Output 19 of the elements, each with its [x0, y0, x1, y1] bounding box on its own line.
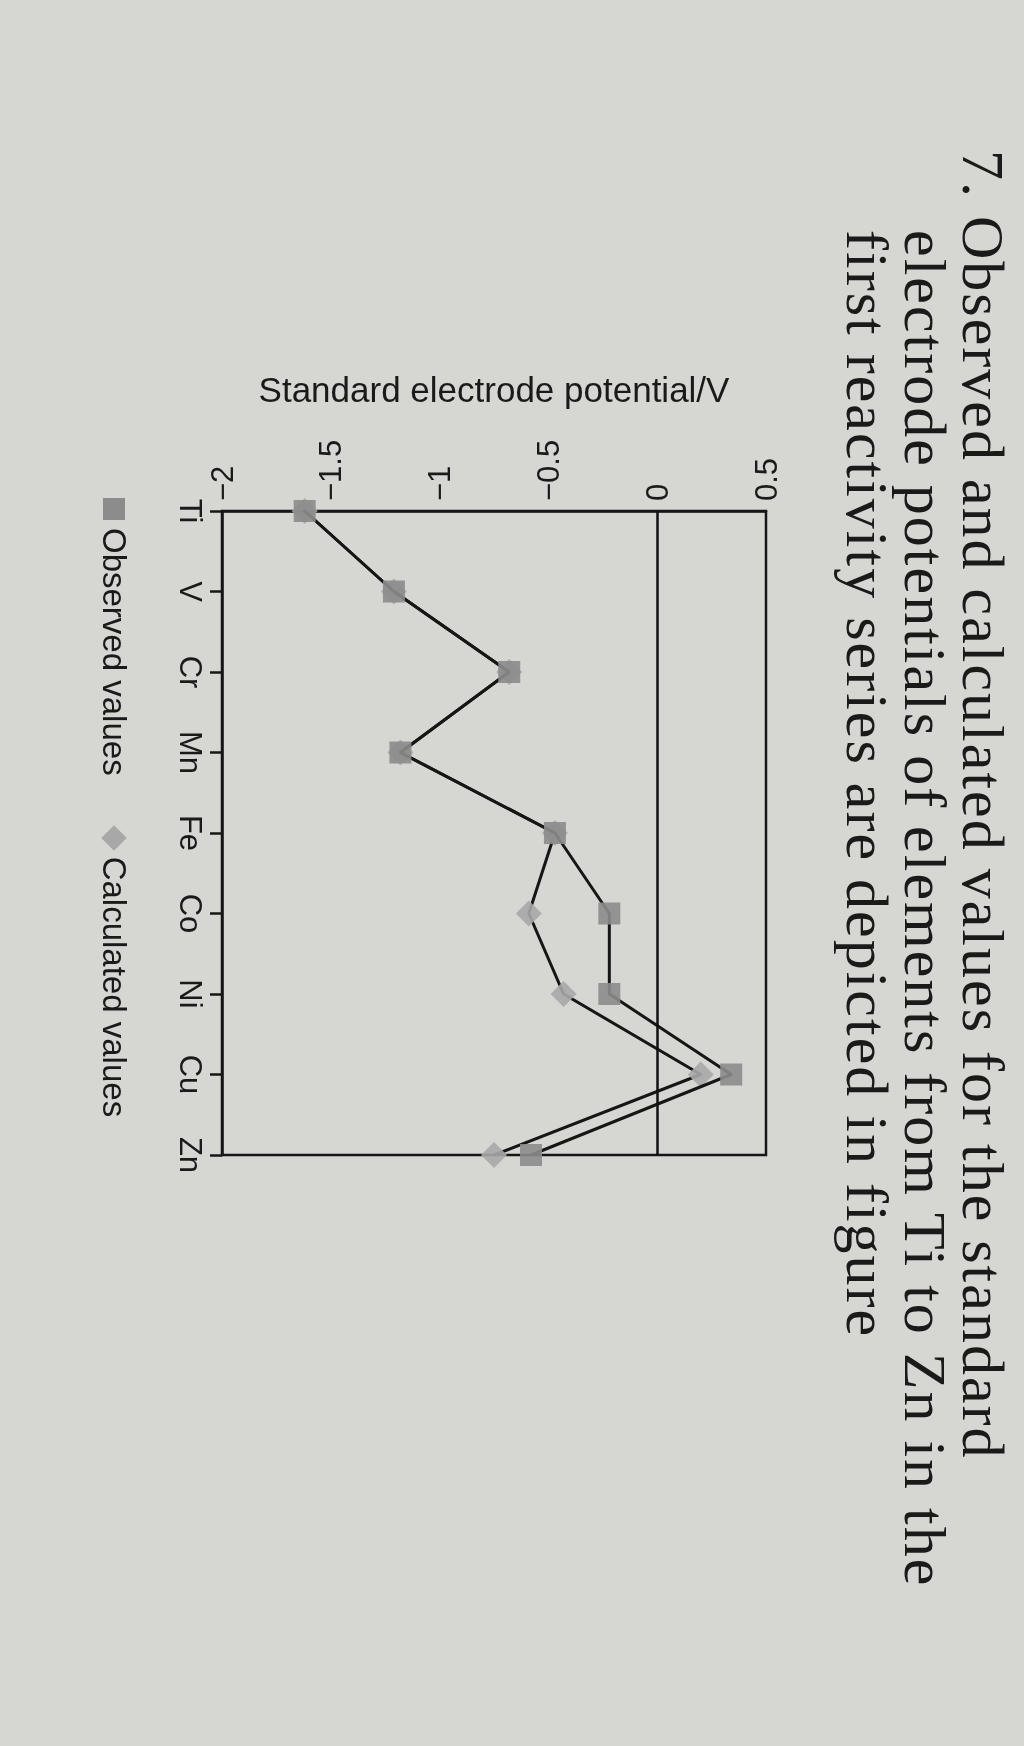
- y-tick-label: Mn: [173, 730, 208, 775]
- x-tick-label: 0: [639, 483, 675, 501]
- y-tick-label: Cu: [173, 1054, 208, 1095]
- y-tick-label: Fe: [173, 814, 208, 852]
- x-tick-label: −1: [422, 465, 458, 501]
- y-tick-label: Cr: [173, 655, 208, 689]
- x-tick-label: −0.5: [530, 439, 566, 501]
- y-tick-label: Ti: [173, 498, 208, 524]
- legend-label: Observed values: [95, 528, 134, 776]
- x-tick-label: −1.5: [313, 439, 349, 501]
- y-tick-label: Ni: [173, 979, 208, 1009]
- legend-label: Calculated values: [95, 856, 134, 1118]
- y-tick-label: V: [173, 581, 208, 603]
- x-axis-title: Standard electrode potential/V: [258, 370, 731, 409]
- y-tick-label: Zn: [173, 1136, 208, 1174]
- y-tick-label: Co: [173, 893, 208, 934]
- text: 7. Observed and calculated values for the standard electrode potentials of elements from Ti to Zn in the first reactivity series are depicted in figure: [834, 150, 1016, 1590]
- x-tick-label: −2: [204, 465, 240, 501]
- x-tick-label: 0.5: [748, 457, 784, 501]
